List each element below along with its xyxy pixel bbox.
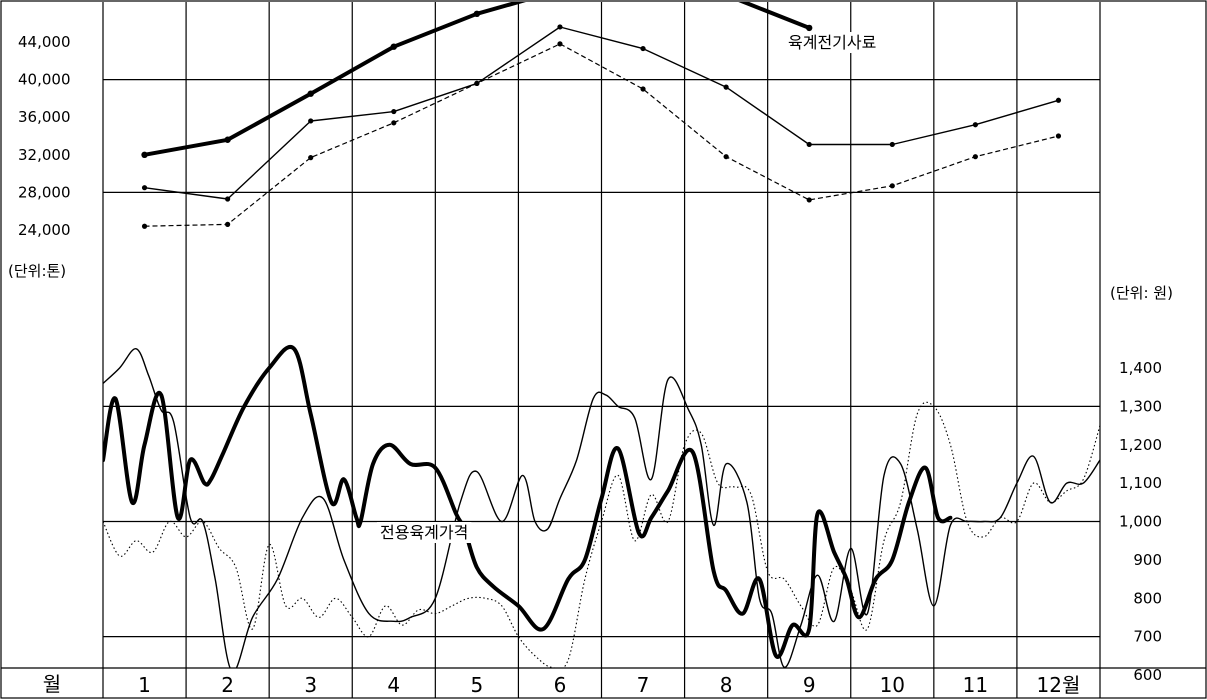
unit-top-backing: [6, 261, 69, 281]
feed-label-backing: [785, 32, 880, 53]
top-series-point: [141, 223, 148, 229]
top-series-point: [390, 43, 397, 50]
top-series-point: [806, 197, 812, 203]
top-series-point: [307, 90, 314, 97]
top-series-point: [806, 24, 813, 32]
top-series-point: [391, 120, 397, 126]
x-tick-label: 11: [963, 673, 988, 697]
price-series-label: 전용육계가격: [380, 523, 468, 542]
top-series-point: [391, 108, 397, 115]
x-axis-months: 월 1 2 3 4 5 6 7 8 9 10 11 12월: [43, 672, 1081, 697]
top-series-point: [473, 10, 481, 17]
top-series-point: [557, 41, 563, 47]
top-series-point: [972, 154, 978, 160]
top-series-point: [806, 141, 812, 148]
bottom-y-tick-label: 600: [1133, 666, 1162, 684]
bottom-y-tick-label: 900: [1133, 551, 1162, 569]
top-series-point: [308, 118, 314, 124]
x-tick-label: 5: [471, 673, 484, 697]
top-series-point: [1055, 133, 1062, 139]
bottom-y-tick-label: 1,000: [1119, 513, 1162, 531]
top-series-point: [723, 84, 729, 90]
bottom-y-tick-label: 800: [1133, 589, 1162, 607]
top-series-point: [141, 151, 148, 158]
top-series-point: [640, 45, 646, 52]
x-tick-label: 2: [221, 673, 234, 697]
top-series-line-0: [142, 2, 812, 157]
top-series-point: [640, 86, 646, 92]
top-series-point: [141, 185, 148, 191]
top-series-point: [1055, 97, 1062, 103]
top-series-point: [723, 154, 729, 160]
top-series-point: [225, 196, 231, 202]
x-tick-label: 7: [637, 673, 650, 697]
top-series-point: [224, 136, 231, 143]
top-y-axis-unit: (단위:톤): [8, 262, 66, 280]
top-y-axis: 44,000 40,000 36,000 32,000 28,000 24,000: [18, 33, 71, 239]
bottom-y-tick-label: 1,300: [1119, 397, 1162, 415]
x-tick-label: 3: [304, 673, 317, 697]
top-y-tick-label: 28,000: [18, 183, 71, 201]
feed-series-label: 육계전기사료: [788, 33, 876, 52]
top-y-tick-label: 40,000: [18, 71, 71, 89]
top-series-line-2: [144, 43, 1059, 227]
top-series-point: [225, 221, 231, 227]
top-series-point: [889, 183, 895, 189]
bottom-y-tick-label: 1,400: [1119, 359, 1162, 377]
top-series-line-1: [144, 26, 1059, 200]
x-tick-label: 12월: [1037, 673, 1081, 697]
bottom-y-tick-label: 700: [1133, 628, 1162, 646]
bottom-y-tick-label: 1,200: [1119, 436, 1162, 454]
bottom-series-line-1: [103, 348, 1100, 668]
bottom-y-axis: 1,400 1,300 1,200 1,100 1,000 900 800 700 600: [1119, 359, 1162, 684]
bottom-y-tick-label: 1,100: [1119, 474, 1162, 492]
top-y-tick-label: 44,000: [18, 33, 71, 51]
x-tick-label: 1: [138, 673, 151, 697]
x-tick-label: 4: [387, 673, 400, 697]
x-tick-label: 6: [554, 673, 567, 697]
bottom-series-line-2: [103, 401, 1100, 668]
chart-series: [103, 2, 1100, 668]
top-y-tick-label: 32,000: [18, 146, 71, 164]
top-series-point: [889, 141, 895, 148]
bottom-series-line-0: [103, 345, 953, 659]
x-tick-label: 10: [880, 673, 905, 697]
top-y-tick-label: 24,000: [18, 221, 71, 239]
top-y-tick-label: 36,000: [18, 108, 71, 126]
bottom-y-axis-unit: (단위: 원): [1110, 284, 1173, 302]
top-series-point: [972, 122, 978, 128]
x-axis-label: 월: [43, 672, 61, 696]
x-tick-label: 8: [720, 673, 733, 697]
x-tick-label: 9: [803, 673, 816, 697]
unit-bot-backing: [1108, 283, 1175, 303]
price-label-backing: [377, 522, 472, 543]
top-series-point: [557, 24, 563, 30]
top-series-point: [474, 80, 480, 86]
top-series-point: [308, 155, 314, 161]
